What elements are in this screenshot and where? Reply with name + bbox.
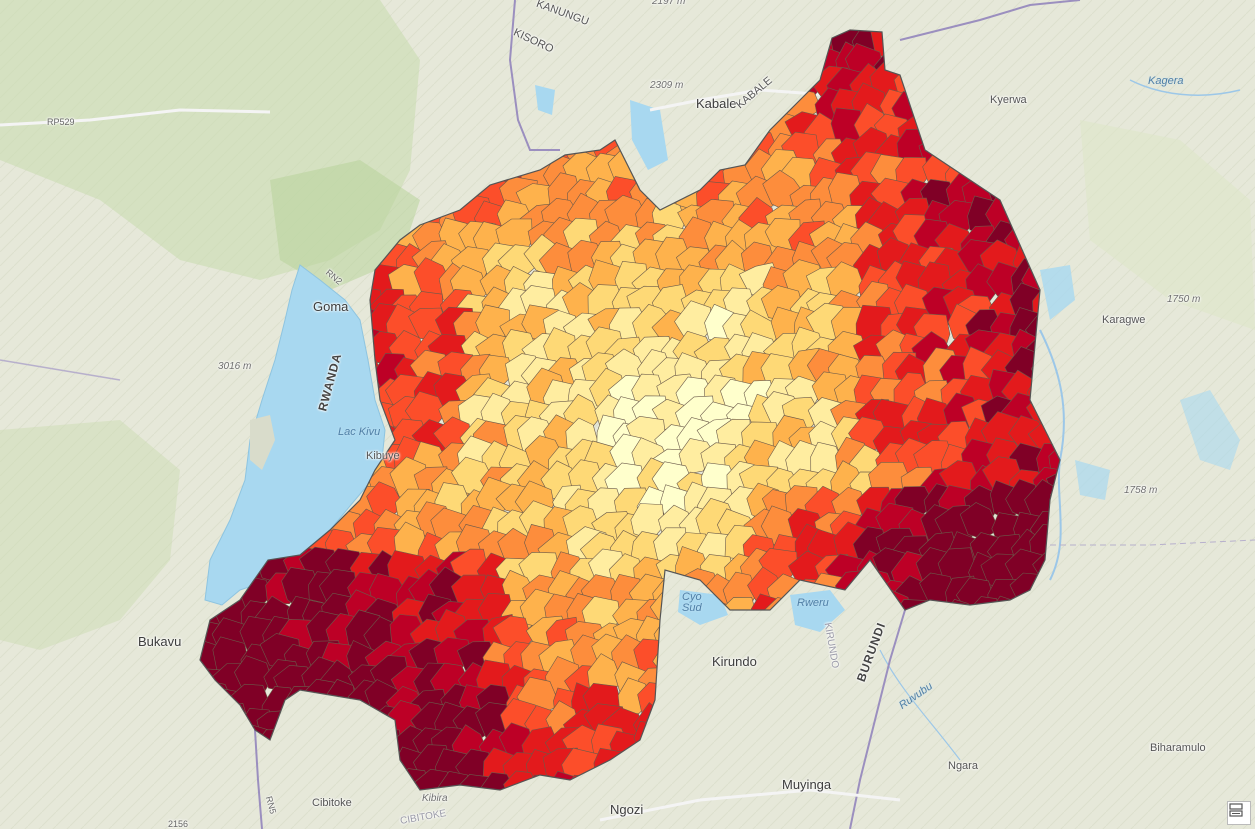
river-ruvubu <box>879 649 961 761</box>
border-east-dashed <box>1050 539 1255 546</box>
lake-ihema <box>1040 265 1075 320</box>
label-bukavu: Bukavu <box>138 634 182 649</box>
label-ngozi: Ngozi <box>610 802 644 817</box>
label-elevation-2309: 2309 m <box>650 80 684 91</box>
label-kirundo: Kirundo <box>712 654 757 669</box>
label-rweru: Rweru <box>797 597 829 609</box>
border-drc-burundi <box>254 729 263 829</box>
lake-burera <box>630 100 668 170</box>
basemap-volcanoes <box>270 160 420 290</box>
label-elevation-2197: 2197 m <box>652 0 686 7</box>
border-uganda-tanzania <box>899 0 1081 41</box>
road-south <box>599 788 901 822</box>
road-kabale <box>649 88 831 112</box>
label-elevation-1758: 1758 m <box>1124 485 1158 496</box>
label-goma: Goma <box>313 299 349 314</box>
label-cyohoha-sud: Cyo Sud <box>682 591 702 614</box>
label-elevation-1750: 1750 m <box>1167 294 1201 305</box>
border-uganda-drc <box>508 0 560 151</box>
label-karagwe: Karagwe <box>1102 314 1146 326</box>
lake-east <box>1075 460 1110 500</box>
label-ngara: Ngara <box>948 760 978 772</box>
label-biharamulo: Biharamulo <box>1150 742 1206 754</box>
road-rp529 <box>0 108 271 127</box>
label-elevation-3016: 3016 m <box>218 361 252 372</box>
label-road-2156: 2156 <box>168 819 189 829</box>
label-road-rp529: RP529 <box>47 117 75 127</box>
lake-cyohoha <box>678 590 728 625</box>
basemap-gallery-icon <box>1229 803 1243 817</box>
basemap-gallery-button[interactable] <box>1227 801 1251 825</box>
label-kagera: Kagera <box>1148 75 1184 87</box>
lake-ne <box>1180 390 1240 470</box>
lake-rweru <box>790 590 845 632</box>
idjwi-island <box>250 415 275 470</box>
lake-bunyonyi <box>535 85 555 115</box>
label-kyerwa: Kyerwa <box>990 94 1027 106</box>
label-kibira: Kibira <box>422 793 448 804</box>
label-kibuye: Kibuye <box>366 450 400 462</box>
label-kabale: Kabale <box>696 96 737 111</box>
border-west <box>0 359 121 381</box>
basemap-forest-sw <box>0 420 180 650</box>
basemap-forest-ne <box>1080 120 1255 330</box>
label-lac-kivu: Lac Kivu <box>338 426 381 438</box>
river-north <box>1129 79 1241 96</box>
label-cibitoke: Cibitoke <box>312 797 352 809</box>
label-muyinga: Muyinga <box>782 777 832 792</box>
